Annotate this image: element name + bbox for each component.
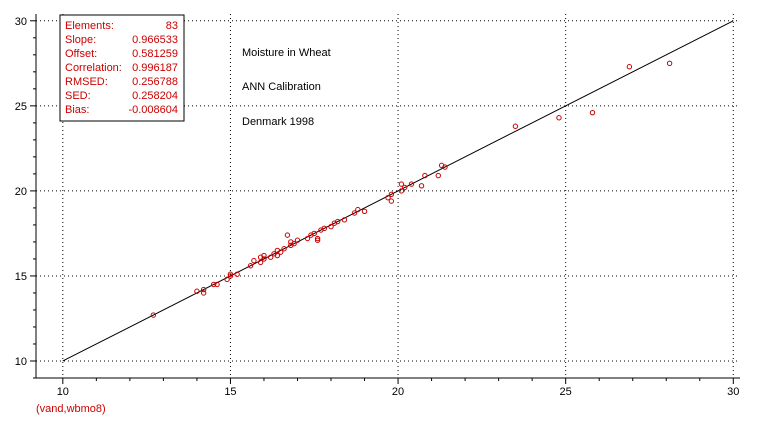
stat-label-slope: Slope: [65, 34, 96, 46]
data-point-15 [261, 252, 267, 259]
corner-label: (vand,wbmo8) [36, 403, 106, 415]
y-tick-label-15: 15 [15, 271, 27, 283]
stat-value-offset: 0.581259 [132, 48, 178, 60]
axes [30, 14, 740, 384]
data-point-21 [281, 246, 287, 252]
y-tick-label-30: 30 [15, 16, 27, 28]
stat-value-bias: -0.008604 [128, 104, 178, 116]
stat-value-elements: 83 [166, 20, 178, 32]
annotation-ann-calibration: ANN Calibration [242, 81, 321, 93]
data-point-55 [589, 109, 596, 116]
stat-label-rmsed: RMSED: [65, 76, 108, 88]
data-point-29 [311, 230, 317, 237]
data-point-6 [224, 276, 230, 283]
data-point-10 [247, 263, 254, 269]
data-point-44 [398, 188, 405, 194]
data-point-16 [267, 254, 274, 260]
stat-label-sed: SED: [65, 90, 91, 102]
data-point-40 [361, 208, 368, 215]
data-point-0 [150, 312, 157, 318]
annotation-denmark-1998: Denmark 1998 [242, 116, 314, 128]
data-point-52 [442, 164, 448, 170]
data-point-14 [261, 256, 267, 262]
stat-label-offset: Offset: [65, 48, 97, 60]
data-point-7 [227, 273, 234, 279]
data-point-57 [666, 60, 673, 67]
data-point-31 [314, 237, 321, 243]
data-point-54 [556, 115, 562, 121]
x-tick-label-15: 15 [224, 386, 236, 398]
y-tick-label-20: 20 [15, 186, 27, 198]
data-point-39 [355, 206, 361, 213]
data-point-37 [341, 217, 348, 223]
data-point-30 [314, 235, 321, 242]
data-point-4 [210, 281, 217, 288]
data-point-12 [257, 259, 264, 266]
data-point-2 [200, 290, 207, 296]
stat-label-elements: Elements: [65, 20, 114, 32]
data-point-5 [214, 281, 220, 288]
data-point-42 [388, 191, 395, 197]
x-tick-label-20: 20 [392, 386, 404, 398]
stat-value-correlation: 0.996187 [132, 62, 178, 74]
data-point-41 [385, 195, 391, 201]
data-point-1 [194, 288, 200, 294]
stat-label-bias: Bias: [65, 104, 89, 116]
data-point-9 [234, 271, 240, 277]
data-point-53 [512, 123, 519, 129]
fit-line [62, 20, 734, 362]
annotation-moisture-in-wheat: Moisture in Wheat [242, 47, 331, 59]
x-tick-label-10: 10 [57, 386, 69, 398]
stats-box-border [59, 14, 185, 122]
data-point-47 [408, 181, 415, 187]
y-tick-label-10: 10 [15, 356, 27, 368]
data-point-3 [200, 286, 207, 293]
data-point-45 [398, 181, 405, 187]
stat-value-rmsed: 0.256788 [132, 76, 178, 88]
y-tick-label-25: 25 [15, 101, 27, 113]
data-point-38 [351, 210, 358, 216]
data-point-25 [291, 240, 297, 247]
data-points [150, 60, 673, 318]
data-point-27 [304, 235, 311, 242]
tick-labels: 10 15 20 25 30 10 15 20 25 30 [15, 16, 740, 398]
x-tick-label-25: 25 [560, 386, 572, 398]
data-point-8 [227, 271, 234, 277]
data-point-43 [388, 198, 395, 204]
data-point-46 [402, 184, 408, 191]
data-point-20 [278, 249, 284, 255]
data-point-18 [274, 252, 281, 259]
data-point-36 [335, 218, 341, 225]
data-point-26 [294, 237, 301, 243]
stats-box: Elements: 83 Slope: 0.966533 Offset: 0.5… [59, 14, 185, 122]
data-point-34 [328, 223, 334, 230]
data-point-33 [321, 225, 328, 232]
data-point-48 [418, 183, 425, 189]
data-point-22 [284, 232, 291, 238]
data-point-49 [422, 172, 428, 179]
data-point-56 [626, 64, 633, 70]
stat-value-sed: 0.258204 [132, 90, 178, 102]
stat-value-slope: 0.966533 [132, 34, 178, 46]
fit-line-group [62, 20, 734, 362]
stat-label-correlation: Correlation: [65, 62, 122, 74]
data-point-11 [251, 257, 257, 264]
x-tick-label-30: 30 [727, 386, 739, 398]
data-point-50 [435, 172, 441, 179]
